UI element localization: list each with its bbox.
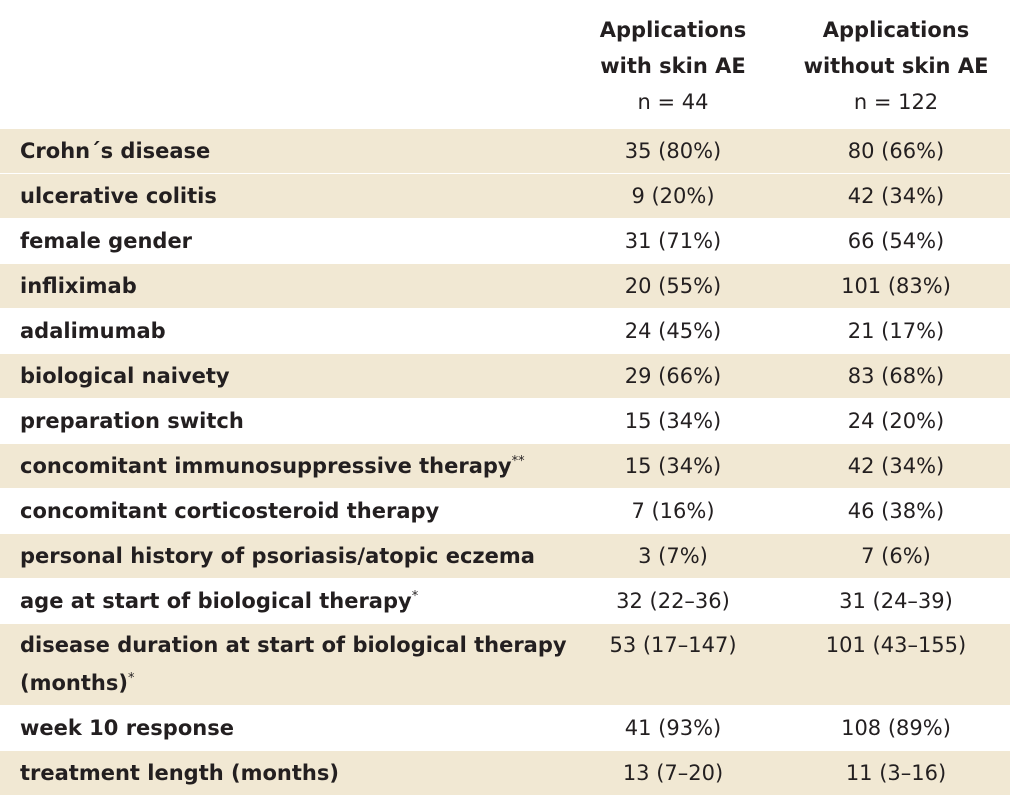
column-header-line1: Applications: [599, 18, 747, 42]
table-row: preparation switch 15 (34%) 24 (20%): [0, 398, 1010, 443]
row-label: concomitant immunosuppressive therapy**: [20, 454, 525, 478]
cell-with-skin-ae: 35 (80%): [624, 139, 722, 163]
cell-with-skin-ae: 53 (17–147): [609, 633, 737, 657]
cell-with-skin-ae: 41 (93%): [624, 716, 722, 740]
column-header-line2: with skin AE: [600, 54, 746, 78]
column-header-line2: without skin AE: [803, 54, 989, 78]
cell-without-skin-ae: 42 (34%): [847, 454, 945, 478]
table-row: ulcerative colitis 9 (20%) 42 (34%): [0, 173, 1010, 218]
table-row: adalimumab 24 (45%) 21 (17%): [0, 308, 1010, 353]
cell-with-skin-ae: 9 (20%): [631, 184, 715, 208]
row-label: Crohn´s disease: [20, 139, 211, 163]
column-header-count: n = 122: [853, 90, 939, 114]
row-label: treatment length (months): [20, 761, 339, 785]
table-row: infliximab 20 (55%) 101 (83%): [0, 263, 1010, 308]
row-label: biological naivety: [20, 364, 230, 388]
cell-with-skin-ae: 7 (16%): [631, 499, 715, 523]
cell-without-skin-ae: 101 (83%): [841, 274, 951, 298]
cell-with-skin-ae: 13 (7–20): [622, 761, 724, 785]
cell-without-skin-ae: 66 (54%): [847, 229, 945, 253]
row-label: adalimumab: [20, 319, 166, 343]
cell-with-skin-ae: 31 (71%): [624, 229, 722, 253]
column-header-count: n = 44: [637, 90, 709, 114]
table-row: week 10 response 41 (93%) 108 (89%): [0, 705, 1010, 750]
row-label: concomitant corticosteroid therapy: [20, 499, 440, 523]
cell-without-skin-ae: 42 (34%): [847, 184, 945, 208]
cell-with-skin-ae: 24 (45%): [624, 319, 722, 343]
row-label: disease duration at start of biological …: [20, 633, 567, 695]
cell-with-skin-ae: 20 (55%): [624, 274, 722, 298]
table-row: biological naivety 29 (66%) 83 (68%): [0, 353, 1010, 398]
table-body: Crohn´s disease 35 (80%) 80 (66%) ulcera…: [0, 128, 1010, 795]
table-header: Applications with skin AE n = 44 Applica…: [0, 0, 1010, 128]
cell-without-skin-ae: 83 (68%): [847, 364, 945, 388]
cell-with-skin-ae: 3 (7%): [638, 544, 708, 568]
table-row: female gender 31 (71%) 66 (54%): [0, 218, 1010, 263]
table-row: concomitant corticosteroid therapy 7 (16…: [0, 488, 1010, 533]
row-label: infliximab: [20, 274, 137, 298]
column-header-without-skin-ae: Applications without skin AE n = 122: [790, 12, 1002, 120]
cell-without-skin-ae: 46 (38%): [847, 499, 945, 523]
cell-with-skin-ae: 32 (22–36): [616, 589, 730, 613]
cell-without-skin-ae: 31 (24–39): [839, 589, 953, 613]
cell-without-skin-ae: 24 (20%): [847, 409, 945, 433]
table-row: Crohn´s disease 35 (80%) 80 (66%): [0, 128, 1010, 173]
cell-without-skin-ae: 108 (89%): [841, 716, 951, 740]
column-header-line1: Applications: [822, 18, 970, 42]
cell-without-skin-ae: 101 (43–155): [825, 633, 967, 657]
cell-without-skin-ae: 21 (17%): [847, 319, 945, 343]
cell-with-skin-ae: 15 (34%): [624, 409, 722, 433]
footnote-marker: *: [411, 589, 419, 604]
row-label: female gender: [20, 229, 193, 253]
row-label: preparation switch: [20, 409, 244, 433]
row-label: personal history of psoriasis/atopic ecz…: [20, 544, 535, 568]
cell-without-skin-ae: 7 (6%): [861, 544, 931, 568]
table-row: treatment length (months) 13 (7–20) 11 (…: [0, 750, 1010, 795]
footnote-marker: **: [511, 454, 525, 469]
cell-without-skin-ae: 11 (3–16): [845, 761, 947, 785]
table-row: concomitant immunosuppressive therapy** …: [0, 443, 1010, 488]
row-label: week 10 response: [20, 716, 234, 740]
table-row: disease duration at start of biological …: [0, 623, 1010, 705]
cell-with-skin-ae: 29 (66%): [624, 364, 722, 388]
row-label: ulcerative colitis: [20, 184, 217, 208]
footnote-marker: *: [127, 671, 135, 686]
column-header-with-skin-ae: Applications with skin AE n = 44: [578, 12, 768, 120]
table-row: personal history of psoriasis/atopic ecz…: [0, 533, 1010, 578]
cell-with-skin-ae: 15 (34%): [624, 454, 722, 478]
cell-without-skin-ae: 80 (66%): [847, 139, 945, 163]
row-label: age at start of biological therapy*: [20, 589, 419, 613]
table-row: age at start of biological therapy* 32 (…: [0, 578, 1010, 623]
